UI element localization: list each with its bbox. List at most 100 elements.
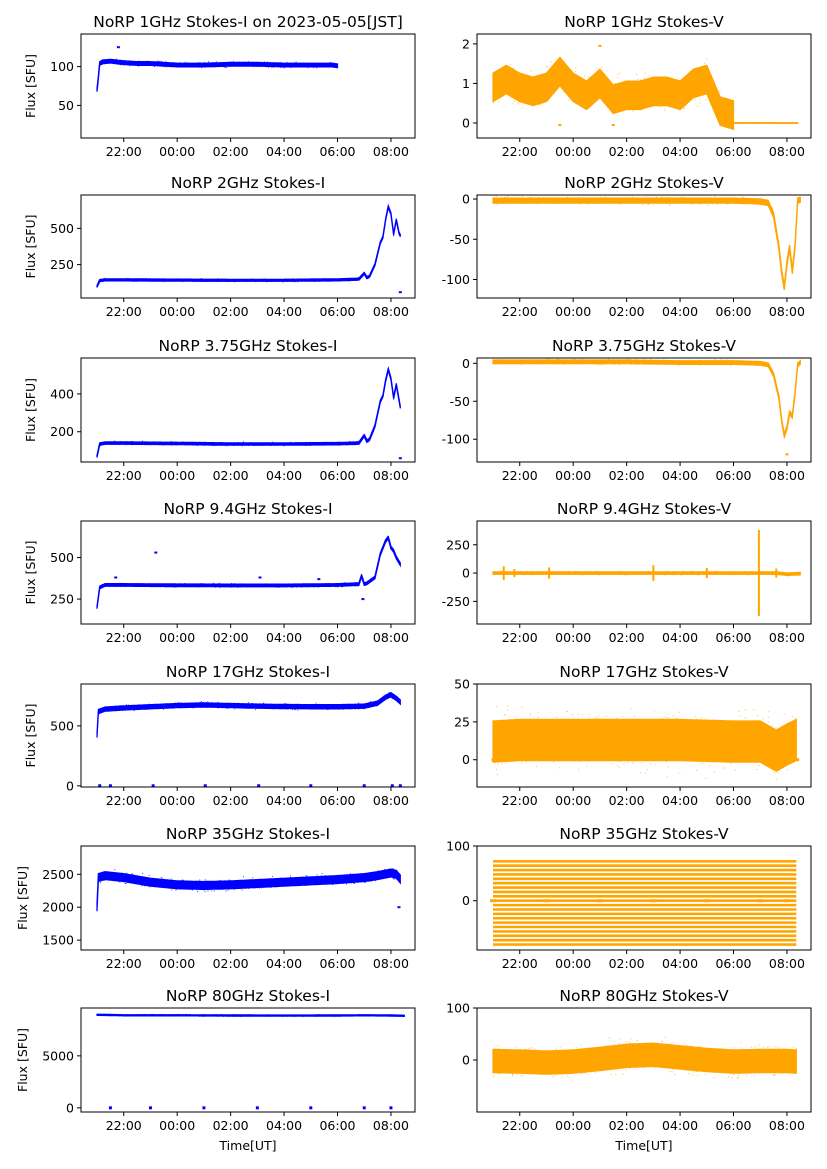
data-point xyxy=(98,447,100,449)
data-point xyxy=(344,279,346,281)
data-point xyxy=(225,66,227,68)
data-point xyxy=(224,65,226,67)
data-point xyxy=(597,82,599,83)
data-point xyxy=(173,64,175,66)
data-point xyxy=(738,197,740,199)
data-point xyxy=(698,203,700,205)
data-point xyxy=(223,279,225,280)
data-point xyxy=(614,105,616,107)
data-point xyxy=(599,88,601,90)
data-point xyxy=(288,65,289,67)
data-point xyxy=(347,278,349,280)
data-point xyxy=(246,444,248,446)
data-point xyxy=(213,64,215,66)
data-point xyxy=(102,279,104,281)
data-point xyxy=(365,439,367,441)
data-point xyxy=(680,91,682,93)
data-point xyxy=(223,279,225,281)
data-point xyxy=(789,413,791,414)
data-point xyxy=(789,253,791,255)
data-point xyxy=(124,443,126,445)
data-point xyxy=(749,200,751,202)
x-tick-label: 08:00 xyxy=(373,304,409,319)
data-point xyxy=(781,276,783,278)
data-point xyxy=(595,197,597,199)
data-point xyxy=(318,63,320,64)
data-point xyxy=(278,280,280,282)
data-point xyxy=(283,444,285,446)
data-point xyxy=(317,279,319,281)
data-point xyxy=(553,75,555,77)
data-point xyxy=(149,61,151,63)
y-tick-label: -100 xyxy=(442,272,470,287)
data-point xyxy=(233,61,234,63)
data-point xyxy=(642,204,644,206)
data-point xyxy=(609,95,611,97)
data-point xyxy=(207,444,209,445)
data-point xyxy=(381,397,383,399)
data-point xyxy=(272,62,274,64)
data-point xyxy=(204,441,206,443)
data-point xyxy=(590,362,592,364)
data-point xyxy=(263,444,265,445)
x-tick-label: 06:00 xyxy=(715,304,751,319)
data-point xyxy=(566,201,568,203)
data-point xyxy=(664,101,666,103)
data-point xyxy=(96,285,98,287)
data-point xyxy=(331,442,333,444)
data-point xyxy=(154,278,156,280)
panel-5: 22:00 00:00 02:00 04:00 06:00 08:000-50-100No… xyxy=(442,337,812,483)
data-point xyxy=(235,280,237,282)
data-point xyxy=(391,223,393,225)
data-point xyxy=(712,198,714,200)
data-point xyxy=(565,197,567,199)
data-point xyxy=(635,92,637,94)
data-point xyxy=(264,444,266,446)
data-point xyxy=(701,201,703,203)
data-point xyxy=(230,63,232,64)
data-point xyxy=(515,362,517,364)
data-point xyxy=(234,63,236,65)
data-point xyxy=(621,91,623,93)
data-point xyxy=(670,201,672,203)
data-point xyxy=(561,72,563,74)
data-point xyxy=(206,64,207,66)
data-point xyxy=(336,442,337,444)
data-point xyxy=(344,443,345,445)
data-point xyxy=(326,62,328,64)
data-point xyxy=(253,442,255,444)
data-point xyxy=(675,96,677,98)
data-point xyxy=(618,364,620,366)
data-point xyxy=(227,281,229,283)
data-point xyxy=(592,201,594,203)
data-point xyxy=(164,441,166,443)
data-point xyxy=(303,279,305,281)
data-point xyxy=(715,200,717,202)
data-point xyxy=(678,363,680,365)
data-point xyxy=(294,64,296,65)
data-point xyxy=(199,278,201,280)
data-point xyxy=(513,78,515,80)
data-point xyxy=(321,442,323,444)
data-point xyxy=(750,201,752,202)
data-point xyxy=(275,279,277,281)
data-point xyxy=(611,362,613,364)
data-point xyxy=(596,87,598,89)
data-point xyxy=(257,66,258,68)
data-point xyxy=(122,61,124,63)
data-point xyxy=(657,83,658,85)
data-point xyxy=(248,444,250,446)
data-point xyxy=(597,73,599,75)
data-point xyxy=(145,61,147,63)
data-point xyxy=(205,279,207,281)
data-point xyxy=(127,278,129,279)
data-point xyxy=(301,279,303,281)
data-point xyxy=(782,280,784,282)
data-point xyxy=(555,79,557,81)
data-point xyxy=(681,196,683,198)
data-point xyxy=(507,70,509,72)
data-point xyxy=(750,199,752,201)
data-point xyxy=(225,65,227,67)
data-point xyxy=(133,61,135,63)
data-point xyxy=(571,199,573,201)
